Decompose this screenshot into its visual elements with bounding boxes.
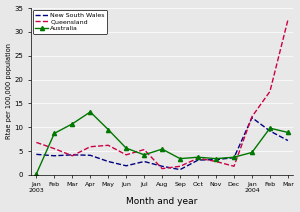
Queensland <box>214 160 218 163</box>
New South Wales <box>70 153 74 156</box>
Queensland <box>70 155 74 157</box>
Queensland <box>286 19 290 21</box>
Australia <box>124 147 128 149</box>
New South Wales <box>106 160 110 163</box>
Australia <box>106 128 110 131</box>
Australia <box>196 156 200 159</box>
Y-axis label: Rtae per 100,000 population: Rtae per 100,000 population <box>6 43 12 139</box>
Queensland <box>52 147 56 150</box>
New South Wales <box>178 168 182 171</box>
New South Wales <box>52 155 56 157</box>
X-axis label: Month and year: Month and year <box>126 197 198 206</box>
Queensland <box>196 157 200 159</box>
Australia <box>286 131 290 134</box>
Australia <box>52 132 56 135</box>
New South Wales <box>124 165 128 167</box>
Queensland <box>160 167 164 170</box>
Line: New South Wales: New South Wales <box>36 118 288 170</box>
Queensland <box>250 115 254 118</box>
Line: Queensland: Queensland <box>36 20 288 169</box>
Australia <box>34 173 38 175</box>
New South Wales <box>196 159 200 161</box>
Australia <box>214 157 218 160</box>
Legend: New South Wales, Queensland, Australia: New South Wales, Queensland, Australia <box>33 10 107 33</box>
Australia <box>160 148 164 150</box>
Queensland <box>268 90 272 93</box>
Queensland <box>34 141 38 144</box>
New South Wales <box>142 160 146 163</box>
Queensland <box>124 153 128 156</box>
New South Wales <box>232 156 236 159</box>
New South Wales <box>268 130 272 132</box>
New South Wales <box>34 153 38 156</box>
Queensland <box>88 145 92 148</box>
Australia <box>88 111 92 113</box>
New South Wales <box>214 158 218 161</box>
Australia <box>232 156 236 159</box>
Queensland <box>142 148 146 151</box>
New South Wales <box>88 154 92 157</box>
Australia <box>268 127 272 129</box>
New South Wales <box>250 116 254 119</box>
Australia <box>250 151 254 154</box>
Australia <box>178 157 182 160</box>
Australia <box>70 123 74 125</box>
Australia <box>142 153 146 156</box>
New South Wales <box>160 165 164 167</box>
Queensland <box>106 144 110 146</box>
Queensland <box>232 165 236 167</box>
Line: Australia: Australia <box>34 110 290 176</box>
New South Wales <box>286 139 290 142</box>
Queensland <box>178 165 182 167</box>
